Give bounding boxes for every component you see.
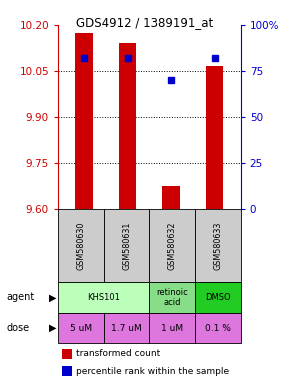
- Bar: [195, 313, 241, 343]
- Bar: [149, 209, 195, 282]
- Text: ▶: ▶: [49, 293, 56, 303]
- Text: agent: agent: [7, 293, 35, 303]
- Text: transformed count: transformed count: [76, 349, 161, 358]
- Bar: [58, 209, 104, 282]
- Bar: [58, 282, 149, 313]
- Text: DMSO: DMSO: [205, 293, 231, 302]
- Text: GSM580630: GSM580630: [76, 221, 85, 270]
- Bar: [195, 282, 241, 313]
- Bar: [75, 33, 93, 209]
- Text: GDS4912 / 1389191_at: GDS4912 / 1389191_at: [76, 17, 214, 30]
- Text: percentile rank within the sample: percentile rank within the sample: [76, 367, 229, 376]
- Text: 0.1 %: 0.1 %: [205, 324, 231, 333]
- Text: 5 uM: 5 uM: [70, 324, 92, 333]
- Bar: [149, 313, 195, 343]
- Text: KHS101: KHS101: [87, 293, 120, 302]
- Bar: [206, 66, 223, 209]
- Bar: [119, 43, 136, 209]
- Bar: [62, 349, 72, 359]
- Text: GSM580633: GSM580633: [213, 221, 222, 270]
- Bar: [62, 366, 72, 376]
- Text: 1.7 uM: 1.7 uM: [111, 324, 142, 333]
- Bar: [104, 209, 149, 282]
- Text: GSM580631: GSM580631: [122, 221, 131, 270]
- Text: dose: dose: [7, 323, 30, 333]
- Text: retinoic
acid: retinoic acid: [156, 288, 188, 307]
- Text: GSM580632: GSM580632: [168, 221, 177, 270]
- Bar: [104, 313, 149, 343]
- Text: ▶: ▶: [49, 323, 56, 333]
- Bar: [149, 282, 195, 313]
- Bar: [58, 313, 104, 343]
- Text: 1 uM: 1 uM: [161, 324, 183, 333]
- Bar: [162, 186, 180, 209]
- Bar: [195, 209, 241, 282]
